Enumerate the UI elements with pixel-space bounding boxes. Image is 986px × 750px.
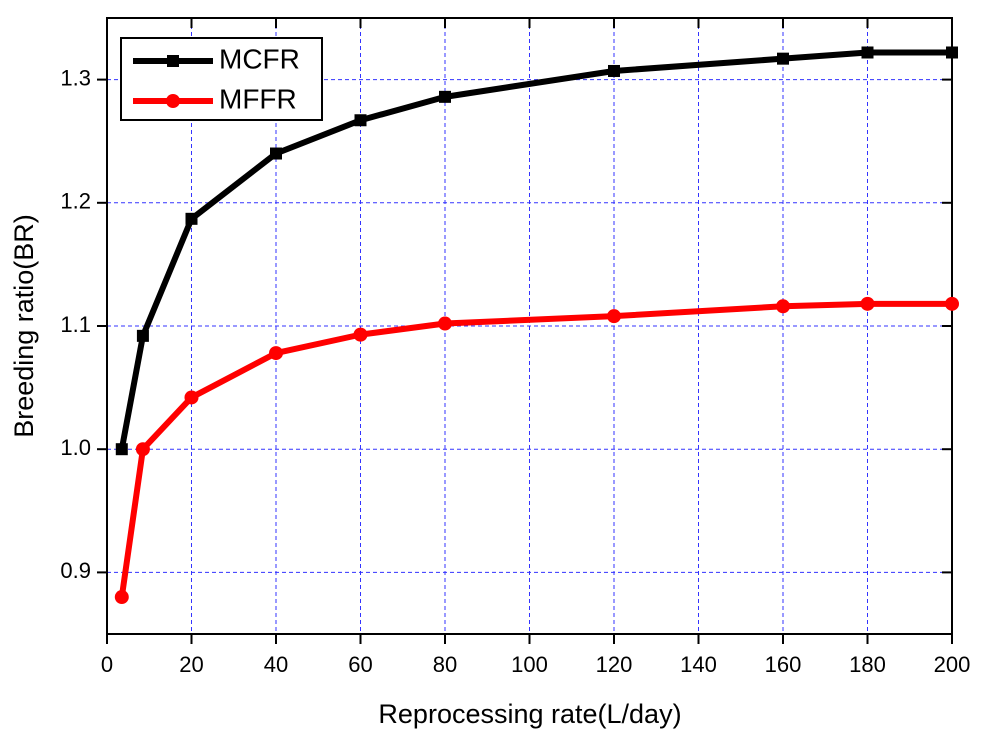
y-tick-label: 1.2 (60, 189, 91, 214)
marker (776, 299, 790, 314)
marker (269, 346, 283, 361)
plot-frame (106, 17, 953, 635)
marker (945, 296, 959, 311)
series-line (118, 300, 952, 598)
x-tick-label: 0 (101, 652, 113, 677)
x-tick-label: 140 (680, 652, 717, 677)
x-axis-title: Reprocessing rate(L/day) (378, 699, 681, 729)
series-line (118, 49, 952, 450)
marker (438, 316, 452, 331)
marker (354, 114, 367, 127)
marker (608, 64, 620, 77)
marker (607, 309, 621, 324)
marker (184, 390, 199, 405)
marker (270, 147, 282, 160)
x-tick-label: 200 (934, 652, 971, 677)
y-tick-label: 1.0 (60, 435, 91, 460)
marker (135, 442, 150, 457)
legend-box (120, 37, 323, 121)
x-tick-label: 160 (765, 652, 802, 677)
marker (185, 212, 198, 225)
y-tick-label: 1.1 (60, 312, 91, 337)
x-tick-label: 180 (849, 652, 886, 677)
marker (115, 443, 128, 456)
marker (946, 46, 958, 59)
x-tick-label: 80 (433, 652, 457, 677)
x-tick-label: 100 (511, 652, 548, 677)
marker (353, 327, 368, 342)
legend-label: MFFR (219, 83, 297, 114)
x-tick-label: 60 (348, 652, 372, 677)
marker (136, 329, 149, 342)
x-tick-label: 120 (596, 652, 633, 677)
legend-label: MCFR (219, 43, 300, 74)
y-tick-label: 0.9 (60, 558, 91, 583)
marker (861, 46, 874, 59)
marker (167, 55, 179, 67)
y-axis-title: Breeding ratio(BR) (9, 214, 39, 438)
x-tick-label: 40 (264, 652, 288, 677)
marker (860, 296, 875, 311)
marker (777, 52, 789, 65)
marker (114, 590, 129, 605)
y-tick-label: 1.3 (60, 65, 91, 90)
marker (439, 90, 451, 103)
x-tick-label: 20 (179, 652, 203, 677)
marker (166, 94, 180, 108)
